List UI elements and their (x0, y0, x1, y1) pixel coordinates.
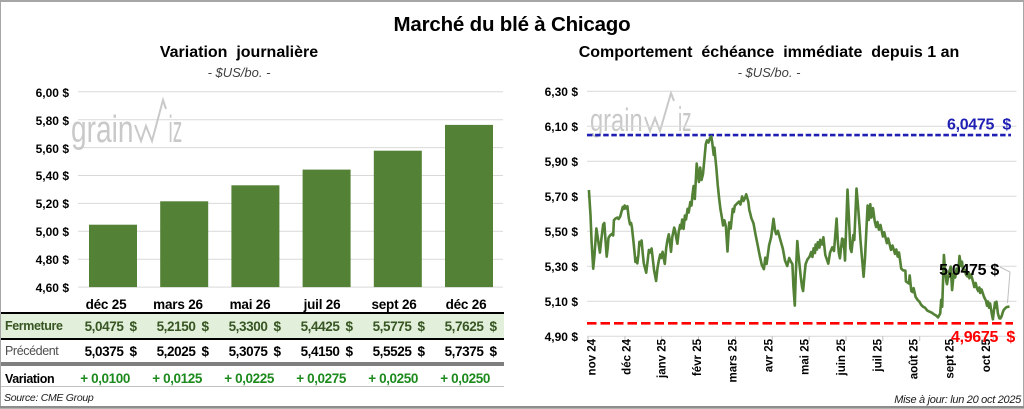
svg-text:août 25: août 25 (909, 338, 921, 379)
svg-text:mars 25: mars 25 (727, 338, 739, 382)
svg-text:iz: iz (169, 109, 183, 151)
svg-text:avr 25: avr 25 (764, 338, 776, 372)
svg-text:janv 25: janv 25 (657, 338, 669, 379)
svg-text:mai 25: mai 25 (799, 338, 811, 374)
svg-text:6,0475 $: 6,0475 $ (947, 117, 1011, 134)
svg-text:sept 25: sept 25 (945, 338, 957, 378)
svg-text:nov 24: nov 24 (586, 338, 598, 375)
svg-text:grain: grain (590, 103, 643, 138)
svg-text:juin 25: juin 25 (836, 338, 848, 376)
svg-text:iz: iz (678, 100, 692, 138)
svg-text:juil 25: juil 25 (872, 338, 884, 372)
svg-text:4,9675 $: 4,9675 $ (951, 329, 1015, 346)
svg-text:oct 25: oct 25 (981, 338, 993, 372)
svg-text:févr 25: févr 25 (692, 338, 704, 376)
svg-text:déc 24: déc 24 (622, 338, 634, 374)
svg-text:grain: grain (71, 109, 134, 151)
svg-text:5,0475 $: 5,0475 $ (939, 262, 999, 279)
